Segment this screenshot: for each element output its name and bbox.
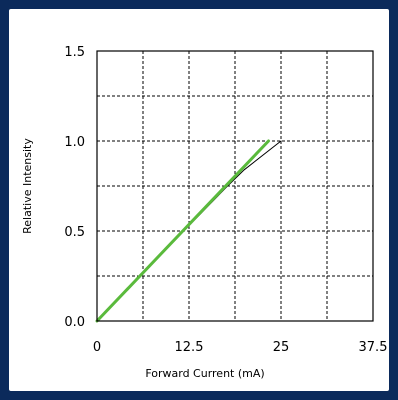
- tick-labels: 0 12.5 25 37.5 0.0 0.5 1.0 1.5: [64, 45, 387, 355]
- x-tick-label: 25: [273, 340, 290, 355]
- chart-svg: 0 12.5 25 37.5 0.0 0.5 1.0 1.5 Forward Current …: [21, 45, 387, 380]
- x-axis-title: Forward Current (mA): [145, 367, 264, 380]
- grid-lines: [97, 51, 373, 321]
- y-tick-label: 0.0: [64, 315, 85, 330]
- series-group: [95, 139, 282, 323]
- x-tick-label: 37.5: [359, 340, 388, 355]
- y-tick-label: 0.5: [64, 225, 85, 240]
- y-tick-label: 1.0: [64, 135, 85, 150]
- series-line-1: [95, 139, 270, 323]
- chart-panel: 0 12.5 25 37.5 0.0 0.5 1.0 1.5 Forward Current …: [9, 9, 389, 391]
- y-axis-title: Relative Intensity: [21, 138, 34, 234]
- y-tick-label: 1.5: [64, 45, 85, 60]
- x-tick-label: 0: [93, 340, 101, 355]
- x-tick-label: 12.5: [175, 340, 204, 355]
- plot-border: [96, 50, 374, 322]
